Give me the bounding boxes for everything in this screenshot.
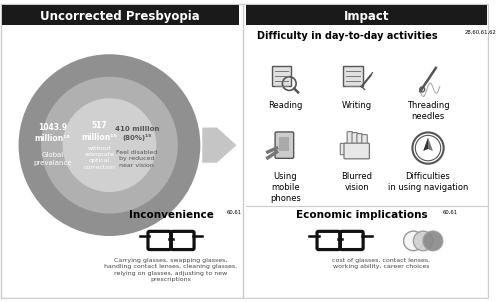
FancyBboxPatch shape <box>275 132 293 158</box>
Text: Global
prevalance: Global prevalance <box>34 152 72 165</box>
Text: 28,60,61,62: 28,60,61,62 <box>464 30 496 35</box>
Bar <box>272 66 291 85</box>
Text: Impact: Impact <box>344 10 389 23</box>
FancyBboxPatch shape <box>340 143 346 155</box>
Text: 60,61: 60,61 <box>442 210 458 215</box>
Text: without
adequate
optical
correction: without adequate optical correction <box>84 146 116 170</box>
Polygon shape <box>428 137 433 151</box>
Text: 1043.9
million¹⁵: 1043.9 million¹⁵ <box>35 123 71 143</box>
Text: Feel disabled
by reduced
near vision: Feel disabled by reduced near vision <box>116 150 158 168</box>
Text: 517
million¹⁵: 517 million¹⁵ <box>82 121 118 142</box>
Polygon shape <box>202 127 236 163</box>
Text: Difficulties
in using navigation: Difficulties in using navigation <box>388 172 468 192</box>
Text: 410 million
(80%)¹⁵: 410 million (80%)¹⁵ <box>114 126 159 141</box>
Text: cost of glasses, contact lenses,
working ability, career choices: cost of glasses, contact lenses, working… <box>332 258 430 269</box>
Bar <box>280 137 289 151</box>
Text: Reading: Reading <box>268 101 302 110</box>
Bar <box>343 66 362 85</box>
Circle shape <box>18 54 201 236</box>
FancyBboxPatch shape <box>344 143 370 159</box>
Text: Carrying glasses, swapping glasses,
handling contact lenses, cleaning glasses,
r: Carrying glasses, swapping glasses, hand… <box>104 258 238 282</box>
Polygon shape <box>423 137 428 151</box>
Text: Blurred
vision: Blurred vision <box>341 172 372 192</box>
FancyBboxPatch shape <box>347 132 352 147</box>
Circle shape <box>416 135 440 161</box>
FancyBboxPatch shape <box>362 135 368 147</box>
Text: Uncorrected Presbyopia: Uncorrected Presbyopia <box>40 10 200 23</box>
Text: Inconvenience: Inconvenience <box>128 210 214 220</box>
Bar <box>246 5 486 25</box>
Circle shape <box>41 77 178 214</box>
Bar <box>2 5 240 25</box>
Text: Using
mobile
phones: Using mobile phones <box>270 172 301 203</box>
FancyBboxPatch shape <box>352 133 358 147</box>
Circle shape <box>62 98 156 192</box>
Text: Threading
needles: Threading needles <box>406 101 450 121</box>
Text: Economic implications: Economic implications <box>296 210 428 220</box>
Circle shape <box>404 231 423 251</box>
FancyBboxPatch shape <box>357 133 362 147</box>
Text: Writing: Writing <box>342 101 372 110</box>
Text: Difficulty in day-to-day activities: Difficulty in day-to-day activities <box>257 31 438 41</box>
Circle shape <box>414 231 433 251</box>
Text: 60,61: 60,61 <box>226 210 242 215</box>
Circle shape <box>423 231 442 251</box>
Circle shape <box>412 133 444 164</box>
